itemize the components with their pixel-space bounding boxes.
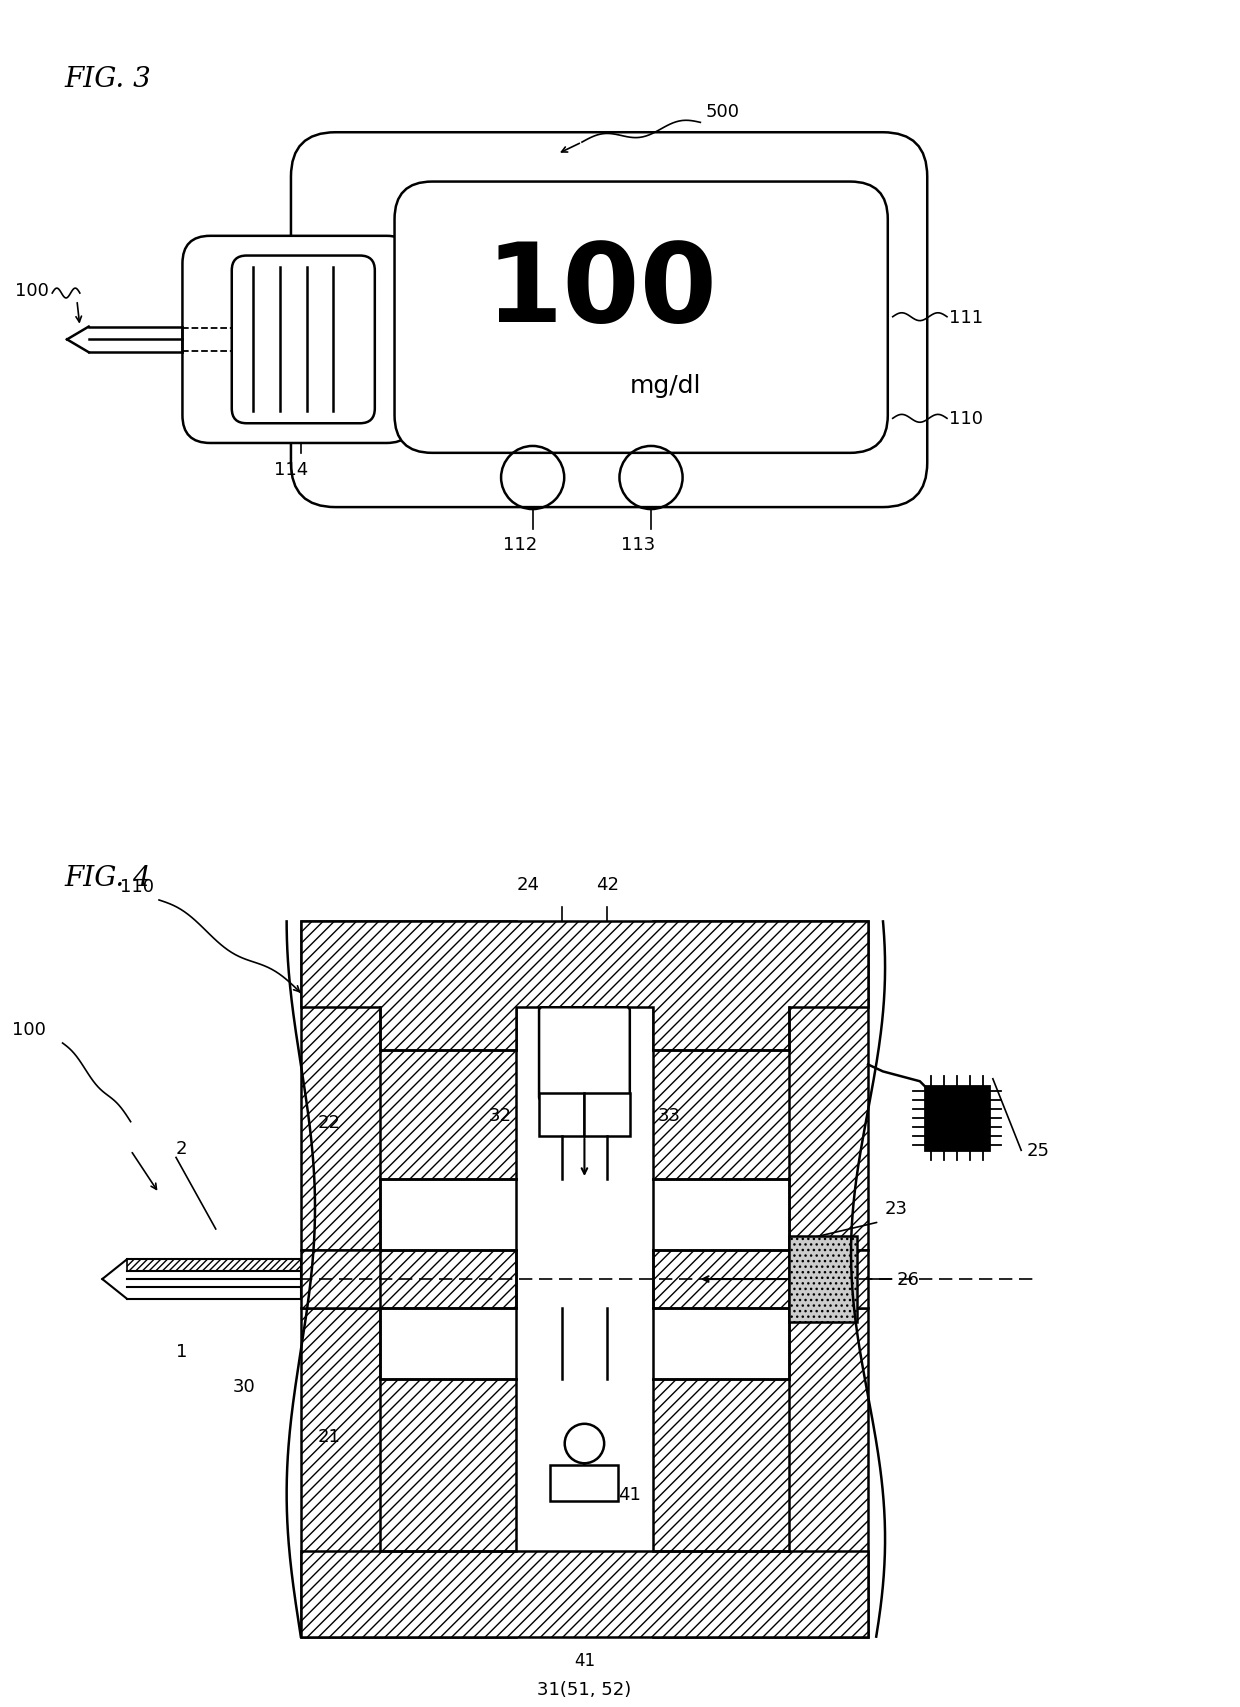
Polygon shape (126, 1260, 301, 1272)
Polygon shape (301, 1308, 516, 1637)
Text: 1: 1 (176, 1342, 187, 1360)
Text: 31(51, 52): 31(51, 52) (537, 1680, 631, 1697)
Text: 114: 114 (274, 461, 308, 478)
Polygon shape (652, 1251, 868, 1308)
FancyBboxPatch shape (182, 237, 414, 444)
Text: 32: 32 (489, 1106, 511, 1123)
Text: 110: 110 (120, 877, 154, 896)
Text: 500: 500 (706, 104, 739, 121)
Text: 25: 25 (1027, 1142, 1050, 1159)
Text: 100: 100 (15, 282, 50, 300)
Text: mg/dl: mg/dl (630, 374, 702, 398)
Text: 100: 100 (486, 237, 718, 345)
Bar (551, 1465, 619, 1500)
Polygon shape (301, 922, 868, 1050)
Text: FIG. 4: FIG. 4 (64, 865, 151, 891)
Polygon shape (789, 1236, 857, 1323)
Text: 33: 33 (657, 1106, 681, 1123)
Text: 110: 110 (949, 410, 983, 428)
Text: 42: 42 (595, 876, 619, 893)
Polygon shape (301, 922, 516, 1251)
Text: 21: 21 (317, 1427, 341, 1446)
Text: 22: 22 (317, 1113, 341, 1132)
Text: FIG. 3: FIG. 3 (64, 67, 151, 94)
Text: 30: 30 (233, 1378, 255, 1396)
Text: 24: 24 (516, 876, 539, 893)
Text: 2: 2 (176, 1140, 187, 1157)
Text: 41: 41 (574, 1651, 595, 1669)
Polygon shape (301, 1552, 868, 1637)
Polygon shape (301, 1251, 516, 1308)
Text: 112: 112 (502, 536, 537, 553)
Bar (925, 1087, 988, 1151)
Text: 111: 111 (949, 309, 983, 326)
Text: 100: 100 (11, 1021, 46, 1038)
Text: 41: 41 (619, 1485, 641, 1502)
FancyBboxPatch shape (291, 133, 928, 507)
Polygon shape (652, 922, 868, 1251)
Bar (539, 1094, 584, 1137)
FancyBboxPatch shape (539, 1007, 630, 1101)
FancyBboxPatch shape (394, 183, 888, 454)
FancyBboxPatch shape (232, 256, 374, 423)
Text: 113: 113 (621, 536, 655, 553)
Bar (584, 1094, 630, 1137)
Polygon shape (652, 1308, 868, 1637)
Text: 26: 26 (897, 1270, 919, 1289)
Text: 23: 23 (885, 1198, 908, 1217)
